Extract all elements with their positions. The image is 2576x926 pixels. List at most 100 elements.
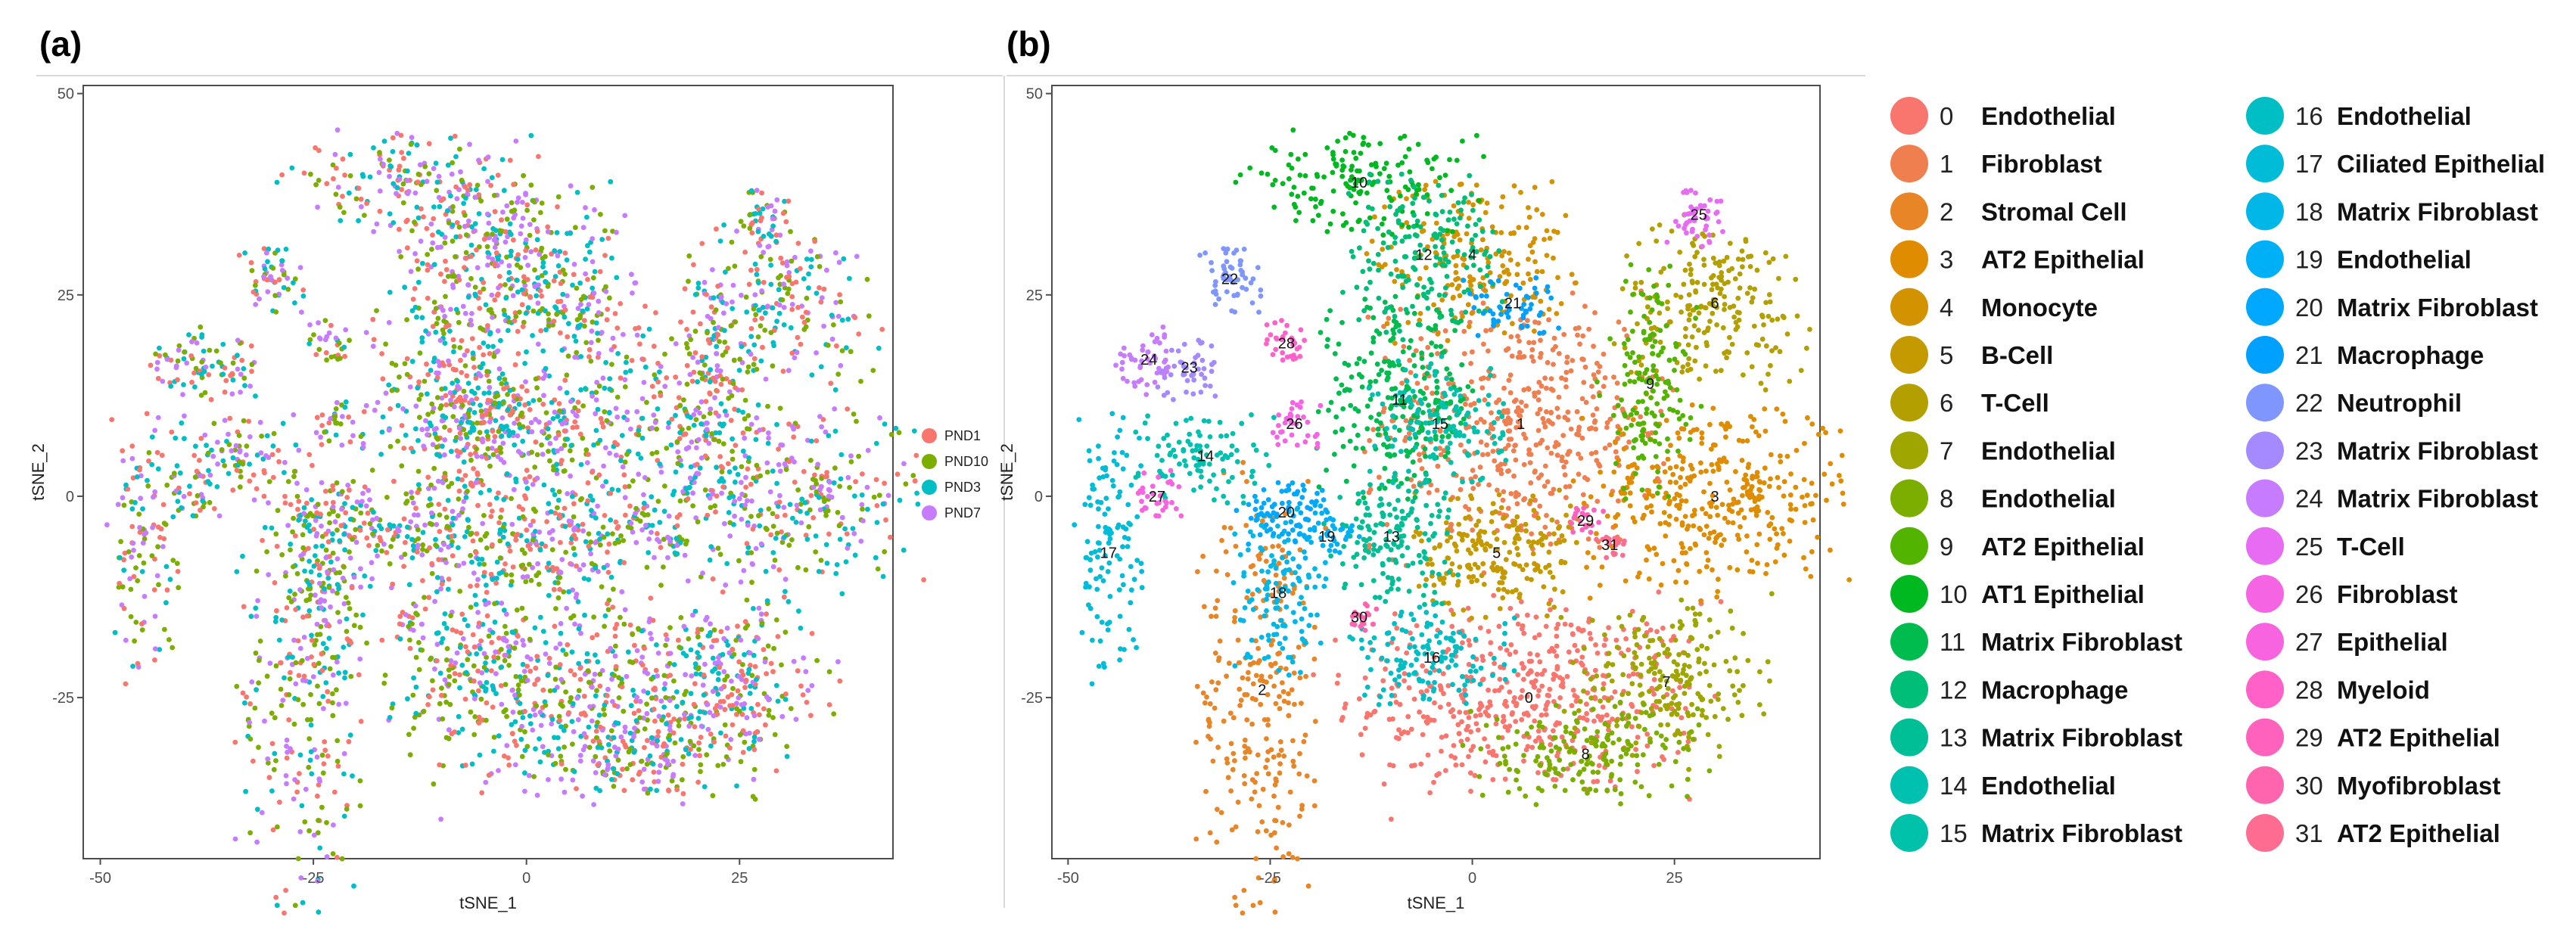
data-point bbox=[378, 209, 383, 214]
data-point bbox=[506, 319, 512, 325]
data-point bbox=[528, 182, 534, 188]
data-point bbox=[543, 366, 549, 371]
data-point bbox=[262, 468, 267, 474]
data-point bbox=[1537, 659, 1542, 664]
data-point bbox=[743, 619, 748, 624]
data-point bbox=[683, 286, 688, 291]
data-point bbox=[715, 284, 720, 289]
data-point bbox=[739, 293, 744, 298]
data-point bbox=[471, 570, 477, 576]
data-point bbox=[615, 395, 621, 400]
data-point bbox=[766, 430, 771, 436]
data-point bbox=[313, 145, 318, 151]
data-point bbox=[1654, 629, 1660, 634]
data-point bbox=[669, 443, 674, 448]
data-point bbox=[623, 513, 628, 518]
data-point bbox=[512, 487, 517, 493]
data-point bbox=[448, 194, 453, 199]
data-point bbox=[281, 421, 286, 426]
data-point bbox=[652, 555, 657, 561]
panel-b-letter: (b) bbox=[1006, 24, 1051, 64]
data-point bbox=[416, 172, 422, 177]
data-point bbox=[411, 543, 416, 548]
data-point bbox=[156, 415, 161, 421]
data-point bbox=[453, 254, 458, 259]
data-point bbox=[362, 520, 367, 526]
data-point bbox=[450, 627, 456, 632]
data-point bbox=[801, 692, 806, 698]
data-point bbox=[605, 236, 611, 241]
data-point bbox=[326, 623, 331, 629]
data-point bbox=[694, 671, 699, 676]
data-point bbox=[289, 166, 294, 171]
data-point bbox=[422, 164, 428, 169]
data-point bbox=[334, 191, 339, 197]
data-point bbox=[810, 372, 815, 378]
data-point bbox=[700, 376, 705, 381]
data-point bbox=[652, 769, 657, 775]
data-point bbox=[1333, 638, 1338, 643]
data-point bbox=[506, 644, 511, 649]
data-point bbox=[787, 459, 792, 465]
data-point bbox=[602, 624, 607, 629]
data-point bbox=[374, 308, 379, 313]
data-point bbox=[758, 210, 763, 216]
data-point bbox=[459, 420, 464, 425]
data-point bbox=[688, 739, 693, 744]
data-point bbox=[591, 758, 596, 763]
data-point bbox=[295, 494, 300, 499]
data-point bbox=[563, 420, 568, 425]
data-point bbox=[698, 421, 704, 427]
data-point bbox=[204, 443, 209, 448]
data-point bbox=[1431, 780, 1436, 785]
data-point bbox=[137, 525, 142, 530]
data-point bbox=[318, 511, 323, 517]
data-point bbox=[490, 576, 496, 582]
data-point bbox=[748, 225, 753, 231]
data-point bbox=[387, 290, 393, 295]
data-point bbox=[282, 470, 287, 475]
data-point bbox=[304, 487, 310, 493]
data-point bbox=[620, 766, 625, 772]
data-point bbox=[580, 794, 585, 799]
data-point bbox=[688, 476, 693, 481]
data-point bbox=[854, 419, 859, 424]
data-point bbox=[317, 573, 322, 578]
data-point bbox=[334, 591, 340, 596]
data-point bbox=[522, 493, 527, 499]
data-point bbox=[481, 562, 487, 567]
data-point bbox=[247, 720, 252, 726]
data-point bbox=[773, 536, 779, 541]
data-point bbox=[465, 489, 470, 494]
data-point bbox=[332, 414, 338, 419]
data-point bbox=[725, 673, 730, 679]
data-point bbox=[340, 414, 345, 419]
data-point bbox=[702, 362, 708, 368]
data-point bbox=[275, 508, 281, 513]
data-point bbox=[109, 417, 114, 422]
data-point bbox=[748, 268, 754, 273]
data-point bbox=[329, 355, 334, 360]
data-point bbox=[323, 531, 328, 536]
data-point bbox=[487, 379, 492, 384]
data-point bbox=[1445, 683, 1451, 688]
data-point bbox=[783, 219, 789, 225]
data-point bbox=[739, 669, 745, 674]
data-point bbox=[835, 659, 841, 664]
data-point bbox=[474, 396, 479, 402]
data-point bbox=[170, 514, 176, 520]
data-point bbox=[387, 157, 392, 163]
data-point bbox=[333, 152, 338, 157]
data-point bbox=[249, 368, 254, 374]
data-point bbox=[475, 183, 481, 188]
data-point bbox=[493, 671, 499, 676]
data-point bbox=[493, 400, 498, 406]
data-point bbox=[474, 531, 480, 536]
data-point bbox=[214, 349, 219, 354]
data-point bbox=[413, 604, 418, 609]
data-point bbox=[685, 363, 690, 368]
data-point bbox=[471, 679, 477, 684]
data-point bbox=[390, 537, 396, 542]
data-point bbox=[334, 400, 340, 406]
data-point bbox=[152, 428, 157, 433]
